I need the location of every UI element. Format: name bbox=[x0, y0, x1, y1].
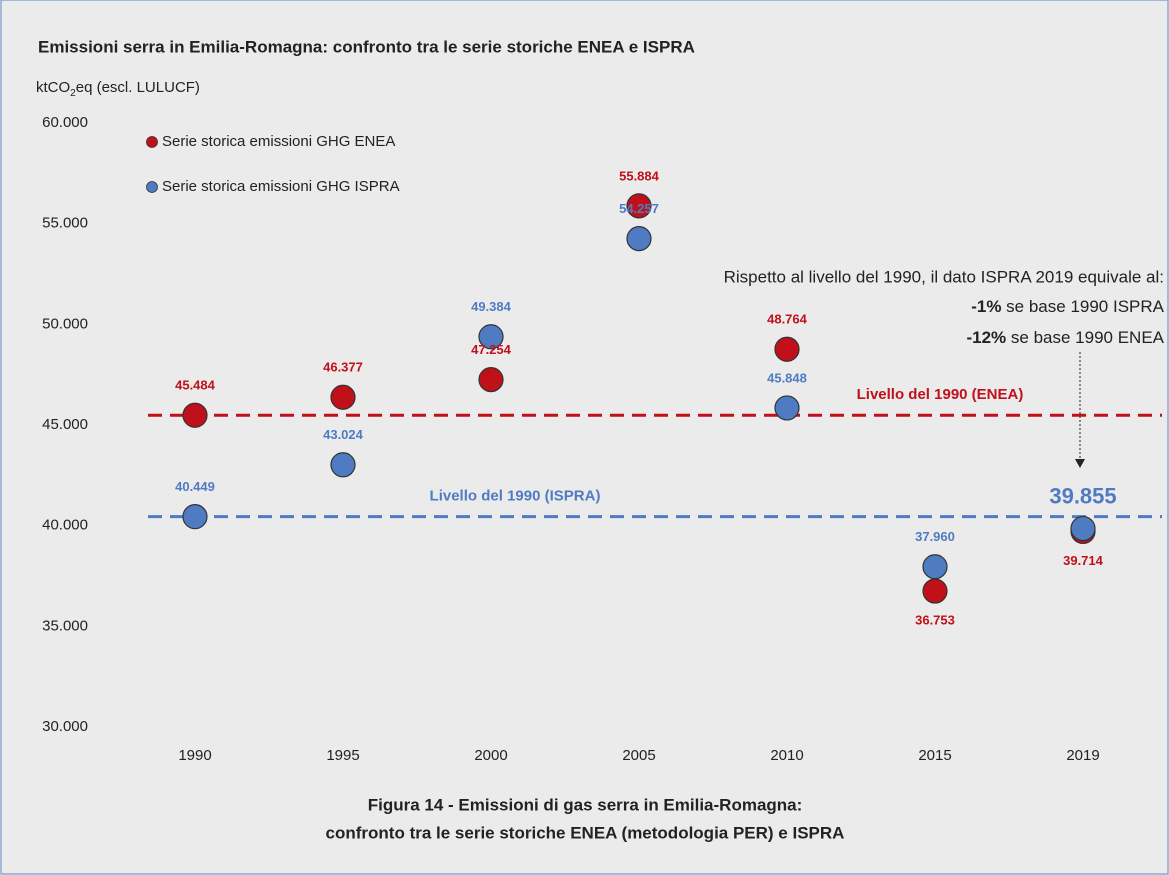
data-label: 46.377 bbox=[323, 360, 363, 375]
annotation-arrowhead bbox=[1075, 459, 1085, 468]
legend-marker bbox=[146, 136, 158, 148]
data-point bbox=[922, 578, 948, 604]
reference-line-label: Livello del 1990 (ISPRA) bbox=[430, 488, 601, 505]
y-tick-label: 60.000 bbox=[42, 114, 88, 131]
legend-marker bbox=[146, 181, 158, 193]
data-label: 45.848 bbox=[767, 370, 807, 385]
data-point bbox=[922, 554, 948, 580]
legend-label: Serie storica emissioni GHG ENEA bbox=[162, 133, 395, 150]
data-label: 43.024 bbox=[323, 427, 364, 442]
x-tick-label: 1995 bbox=[326, 747, 359, 764]
y-tick-label: 30.000 bbox=[42, 718, 88, 735]
data-point bbox=[330, 452, 356, 478]
data-point bbox=[478, 324, 504, 350]
annotation-bold: -12% bbox=[966, 328, 1006, 347]
x-tick-label: 2019 bbox=[1066, 747, 1099, 764]
y-label-part: ktCO bbox=[36, 79, 70, 96]
data-label: 40.449 bbox=[175, 479, 215, 494]
x-tick-label: 2000 bbox=[474, 747, 507, 764]
data-point bbox=[626, 193, 652, 219]
data-point bbox=[182, 402, 208, 428]
data-label: 54.257 bbox=[619, 201, 659, 216]
data-label: 37.960 bbox=[915, 529, 955, 544]
y-label-sub: 2 bbox=[70, 88, 76, 99]
reference-line-label: Livello del 1990 (ENEA) bbox=[857, 386, 1024, 403]
data-label: 39.714 bbox=[1063, 553, 1104, 568]
data-label: 55.884 bbox=[619, 168, 660, 183]
annotation-bold: -1% bbox=[971, 297, 1001, 316]
data-label: 48.764 bbox=[767, 312, 808, 327]
data-label: 49.384 bbox=[471, 299, 512, 314]
data-point bbox=[626, 226, 652, 252]
x-tick-label: 2015 bbox=[918, 747, 951, 764]
caption: confronto tra le serie storiche ENEA (me… bbox=[326, 823, 845, 842]
chart-title: Emissioni serra in Emilia-Romagna: confr… bbox=[38, 37, 695, 56]
y-tick-label: 50.000 bbox=[42, 315, 88, 332]
data-label: 39.855 bbox=[1049, 483, 1116, 508]
data-point bbox=[1070, 515, 1096, 542]
data-label: 36.753 bbox=[915, 612, 955, 627]
annotation-text: se base 1990 ENEA bbox=[1006, 328, 1164, 347]
y-tick-label: 55.000 bbox=[42, 215, 88, 232]
annotation-line: -1% se base 1990 ISPRA bbox=[971, 297, 1164, 316]
x-tick-label: 1990 bbox=[178, 747, 211, 764]
x-tick-label: 2010 bbox=[770, 747, 803, 764]
y-tick-label: 45.000 bbox=[42, 416, 88, 433]
annotation-line: -12% se base 1990 ENEA bbox=[966, 328, 1164, 347]
x-tick-label: 2005 bbox=[622, 747, 655, 764]
data-point bbox=[774, 336, 800, 362]
legend-label: Serie storica emissioni GHG ISPRA bbox=[162, 178, 400, 195]
y-tick-label: 35.000 bbox=[42, 617, 88, 634]
data-point bbox=[478, 367, 504, 393]
data-point bbox=[330, 384, 356, 410]
caption: Figura 14 - Emissioni di gas serra in Em… bbox=[368, 795, 803, 814]
data-label: 45.484 bbox=[175, 378, 216, 393]
data-point bbox=[774, 395, 800, 421]
y-tick-label: 40.000 bbox=[42, 517, 88, 534]
y-axis-label: ktCO2eq (escl. LULUCF) bbox=[36, 79, 200, 99]
annotation: Rispetto al livello del 1990, il dato IS… bbox=[724, 267, 1164, 286]
y-label-part: eq (escl. LULUCF) bbox=[76, 79, 200, 96]
data-label: 47.254 bbox=[471, 342, 512, 357]
annotation-text: se base 1990 ISPRA bbox=[1001, 297, 1164, 316]
data-point bbox=[182, 504, 208, 530]
